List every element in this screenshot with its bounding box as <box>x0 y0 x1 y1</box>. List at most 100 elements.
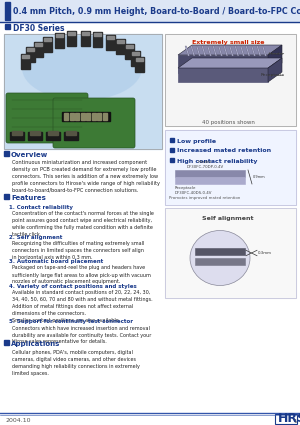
Bar <box>82 31 88 34</box>
Bar <box>0 0 300 22</box>
Bar <box>4 34 162 149</box>
Polygon shape <box>218 46 223 56</box>
Bar <box>165 130 296 205</box>
Bar <box>64 113 68 120</box>
Polygon shape <box>245 46 250 56</box>
Text: HRS: HRS <box>278 413 300 425</box>
Bar <box>30 131 40 135</box>
Ellipse shape <box>22 36 142 100</box>
Bar <box>62 112 110 121</box>
Text: Packaged on tape-and-reel the plug and headers have
sufficiently large flat area: Packaged on tape-and-reel the plug and h… <box>12 266 151 284</box>
Polygon shape <box>268 58 282 82</box>
Bar <box>125 44 134 59</box>
Bar <box>28 132 42 140</box>
Bar <box>80 31 89 45</box>
Bar <box>94 32 103 47</box>
Bar <box>4 151 8 156</box>
Bar <box>116 39 125 54</box>
Bar <box>195 258 245 265</box>
Polygon shape <box>178 45 282 55</box>
Polygon shape <box>202 46 206 56</box>
Bar <box>106 34 115 49</box>
Polygon shape <box>190 46 195 56</box>
Bar <box>46 132 60 140</box>
Text: Applications: Applications <box>11 341 60 347</box>
Bar <box>117 40 124 43</box>
Text: Receptacle: Receptacle <box>261 73 285 77</box>
Text: 1: 1 <box>293 419 297 424</box>
Bar <box>178 68 268 82</box>
Text: Overview: Overview <box>11 152 48 158</box>
Polygon shape <box>212 46 217 56</box>
Polygon shape <box>235 46 239 56</box>
Ellipse shape <box>190 230 250 286</box>
Bar <box>195 248 245 255</box>
Text: 3. Automatic board placement: 3. Automatic board placement <box>9 260 103 264</box>
Polygon shape <box>185 46 190 56</box>
Text: Receptacle
DF30FC-40DS-0.4V: Receptacle DF30FC-40DS-0.4V <box>175 186 212 195</box>
Bar <box>44 37 51 41</box>
Bar <box>10 132 24 140</box>
Bar <box>92 113 95 120</box>
Bar <box>175 170 245 177</box>
Bar <box>165 130 296 205</box>
Polygon shape <box>251 46 256 56</box>
Text: Cellular phones, PDA's, mobile computers, digital
cameras, digital video cameras: Cellular phones, PDA's, mobile computers… <box>12 350 140 376</box>
Polygon shape <box>268 45 282 73</box>
Bar <box>26 48 35 62</box>
Polygon shape <box>196 46 200 56</box>
Bar <box>165 208 296 298</box>
Bar <box>68 32 75 35</box>
Text: 2. Self alignment: 2. Self alignment <box>9 235 62 240</box>
Text: 5. Support for continuity test connector: 5. Support for continuity test connector <box>9 320 133 325</box>
Bar <box>35 42 42 45</box>
Bar <box>80 113 85 120</box>
Bar <box>34 42 43 57</box>
Text: 1. Contact reliability: 1. Contact reliability <box>9 205 73 210</box>
Bar <box>64 132 78 140</box>
Bar <box>5 24 10 28</box>
Bar <box>132 51 139 54</box>
Bar <box>22 55 29 58</box>
Bar <box>170 158 174 162</box>
Text: Header: Header <box>269 52 285 56</box>
Text: 0.9mm: 0.9mm <box>253 175 266 179</box>
Polygon shape <box>207 46 211 56</box>
Bar <box>178 55 268 73</box>
Bar <box>131 51 140 65</box>
Bar <box>5 2 10 20</box>
Bar <box>75 113 79 120</box>
Text: 4. Variety of contact positions and styles: 4. Variety of contact positions and styl… <box>9 284 137 289</box>
Bar <box>136 59 143 62</box>
Text: Promotes improved mated retention: Promotes improved mated retention <box>169 196 241 200</box>
Bar <box>12 131 22 135</box>
Polygon shape <box>224 46 228 56</box>
Bar <box>4 34 162 149</box>
Text: Recognizing the difficulties of mating extremely small
connectors in limited spa: Recognizing the difficulties of mating e… <box>12 241 144 260</box>
Bar <box>165 34 296 126</box>
Bar <box>44 37 52 51</box>
FancyBboxPatch shape <box>53 98 135 148</box>
Bar <box>27 48 34 51</box>
Text: Features: Features <box>11 195 46 201</box>
Polygon shape <box>256 46 261 56</box>
Text: Increased mated retention: Increased mated retention <box>177 148 271 153</box>
Text: Concentration of the contact's normal forces at the single
point assures good co: Concentration of the contact's normal fo… <box>12 211 154 237</box>
Bar <box>22 54 31 69</box>
Text: Available in standard contact positions of 20, 22, 24, 30,
34, 40, 50, 60, 70 an: Available in standard contact positions … <box>12 290 153 323</box>
Text: DF30 Series: DF30 Series <box>13 23 64 32</box>
Bar <box>66 131 76 135</box>
Polygon shape <box>262 46 266 56</box>
Polygon shape <box>178 58 282 68</box>
Bar <box>175 177 245 184</box>
Bar <box>106 36 114 39</box>
Text: Self alignment: Self alignment <box>202 215 254 221</box>
Text: 0.4 mm Pitch, 0.9 mm Height, Board-to-Board / Board-to-FPC Connectors: 0.4 mm Pitch, 0.9 mm Height, Board-to-Bo… <box>13 6 300 15</box>
Bar <box>94 33 101 36</box>
Bar <box>103 113 106 120</box>
Bar <box>4 340 8 345</box>
Text: 0.3mm: 0.3mm <box>258 251 272 255</box>
Polygon shape <box>240 46 244 56</box>
Text: Header
DF30FC-70DP-0.4V: Header DF30FC-70DP-0.4V <box>186 160 224 169</box>
Bar <box>48 131 58 135</box>
